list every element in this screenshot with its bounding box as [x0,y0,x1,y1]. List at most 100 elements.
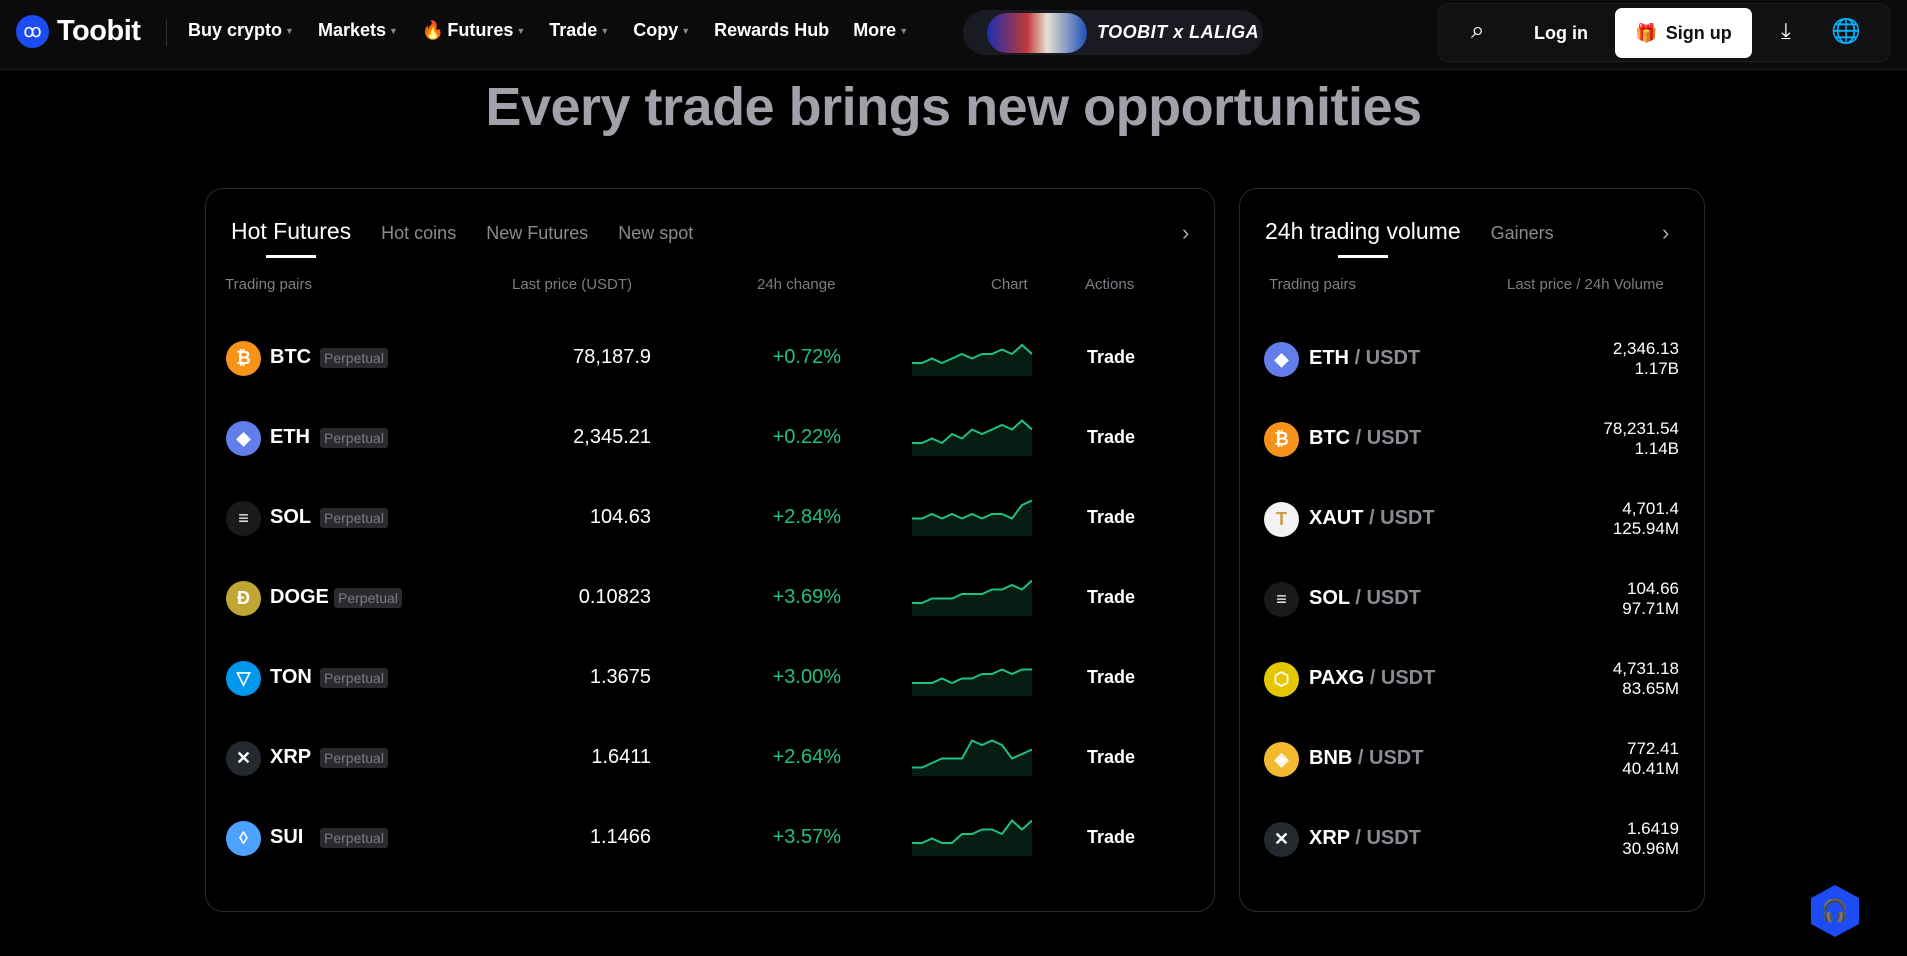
price-volume: 104.66 97.71M [1479,579,1679,619]
24h-volume: 30.96M [1622,839,1679,858]
caret-down-icon: ▼ [516,25,526,36]
divider [166,20,167,46]
last-price: 78,187.9 [573,346,651,368]
pair-name: XRP / USDT [1309,827,1421,850]
nav-rewards-hub[interactable]: Rewards Hub [714,20,829,41]
tab-new-futures[interactable]: New Futures [486,223,589,243]
globe-icon[interactable]: 🌐 [1831,18,1861,45]
logo[interactable]: ꝏ Toobit [16,15,141,48]
hot-tabs: Hot Futures Hot coins New Futures New spot [231,218,723,245]
sparkline-area [912,669,1032,696]
nav-trade[interactable]: Trade ▼ [549,20,609,41]
base-symbol: ETH [1309,347,1349,369]
header-last-price: Last price (USDT) [512,276,633,293]
trade-button[interactable]: Trade [1087,427,1136,447]
tab-gainers[interactable]: Gainers [1490,223,1554,243]
24h-volume: 83.65M [1622,679,1679,698]
header-chart: Chart [991,276,1028,293]
support-headset-button[interactable]: 🎧 [1811,885,1859,937]
base-symbol: BTC [1309,427,1351,449]
account-actions: ⌕ Log in 🎁 Sign up ⤓ 🌐 [1438,3,1890,62]
last-price: 4,701.4 [1622,499,1679,518]
download-icon[interactable]: ⤓ [1781,18,1791,43]
login-button[interactable]: Log in [1534,23,1588,43]
sparkline-area [912,740,1032,776]
header-actions: Actions [1085,276,1135,293]
24h-volume: 97.71M [1622,599,1679,618]
chevron-right-icon[interactable]: › [1662,220,1670,245]
search-icon[interactable]: ⌕ [1471,17,1485,44]
sui-coin-icon: ◊ [226,821,261,856]
chevron-right-icon[interactable]: › [1182,220,1190,245]
nav-label: Futures [447,20,514,40]
volume-tabs: 24h trading volume Gainers [1265,218,1584,245]
sparkline-area [912,820,1032,856]
last-price: 0.10823 [578,586,651,608]
last-price: 2,345.21 [573,426,651,448]
tab-24h-trading-volume[interactable]: 24h trading volume [1265,218,1461,244]
pair-symbol: ETH [270,426,310,448]
nav-label: Trade [549,20,598,40]
last-price: 1.6419 [1627,819,1679,838]
tab-hot-futures[interactable]: Hot Futures [231,218,352,244]
tab-new-spot[interactable]: New spot [618,223,694,243]
caret-down-icon: ▼ [600,25,610,36]
sparkline-area [912,500,1032,536]
nav-markets[interactable]: Markets ▼ [318,20,398,41]
pair-symbol: SUI [270,826,304,848]
hot-futures-card [205,188,1215,912]
pair-symbol: BTC [270,346,312,368]
nav-buy-crypto[interactable]: Buy crypto ▼ [188,20,294,41]
fire-icon: 🔥 [421,20,445,40]
eth-coin-icon: ◆ [226,421,261,456]
24h-volume: 1.14B [1634,439,1679,458]
sparkline-line [912,343,1032,365]
caret-down-icon: ▼ [285,25,294,36]
trade-button[interactable]: Trade [1087,347,1136,367]
price-volume: 4,701.4 125.94M [1479,499,1679,539]
nav-more[interactable]: More ▼ [853,20,908,41]
last-price: 772.41 [1627,739,1679,758]
last-price: 2,346.13 [1612,339,1679,358]
base-symbol: SOL [1309,587,1350,609]
last-price: 104.66 [1627,579,1679,598]
pair-symbol: TON [270,666,312,688]
trade-button[interactable]: Trade [1087,747,1136,767]
base-symbol: PAXG [1309,667,1365,689]
ton-coin-icon: ▽ [226,661,261,696]
nav-futures[interactable]: 🔥 Futures ▼ [422,20,525,41]
xrp-coin-icon: ✕ [1264,822,1299,857]
perpetual-badge: Perpetual [320,428,388,448]
price-volume: 4,731.18 83.65M [1479,659,1679,699]
laliga-promo-banner[interactable]: TOOBIT x LALIGA [963,10,1263,55]
nav-copy[interactable]: Copy ▼ [633,20,690,41]
last-price: 78,231.54 [1603,419,1679,438]
sparkline-area [912,420,1032,456]
trade-button[interactable]: Trade [1087,507,1136,527]
header-trading-pairs: Trading pairs [225,276,312,293]
quote-symbol: / USDT [1369,667,1436,689]
nav-label: Markets [317,20,386,40]
doge-coin-icon: Ð [226,581,261,616]
main-menu: Buy crypto ▼ Markets ▼ 🔥 Futures ▼ Trade ▼ Copy ▼ R… [188,20,932,41]
trade-button[interactable]: Trade [1087,827,1136,847]
base-symbol: XRP [1309,827,1350,849]
sparkline-chart [912,739,1032,776]
perpetual-badge: Perpetual [320,348,388,368]
promo-text: TOOBIT x LALIGA [1097,22,1260,42]
24h-change: +3.57% [772,826,841,848]
bnb-coin-icon: ◈ [1264,742,1299,777]
perpetual-badge: Perpetual [334,588,402,608]
quote-symbol: / USDT [1357,747,1424,769]
pair-name: BTC / USDT [1309,427,1421,450]
price-volume: 78,231.54 1.14B [1479,419,1679,459]
trade-button[interactable]: Trade [1087,587,1136,607]
signup-label: Sign up [1665,22,1732,43]
price-volume: 772.41 40.41M [1479,739,1679,779]
sparkline-line [912,739,1032,769]
tab-hot-coins[interactable]: Hot coins [381,223,457,243]
signup-button[interactable]: 🎁 Sign up [1615,8,1752,58]
paxg-coin-icon: ⬡ [1264,662,1299,697]
quote-symbol: / USDT [1355,427,1422,449]
trade-button[interactable]: Trade [1087,667,1136,687]
